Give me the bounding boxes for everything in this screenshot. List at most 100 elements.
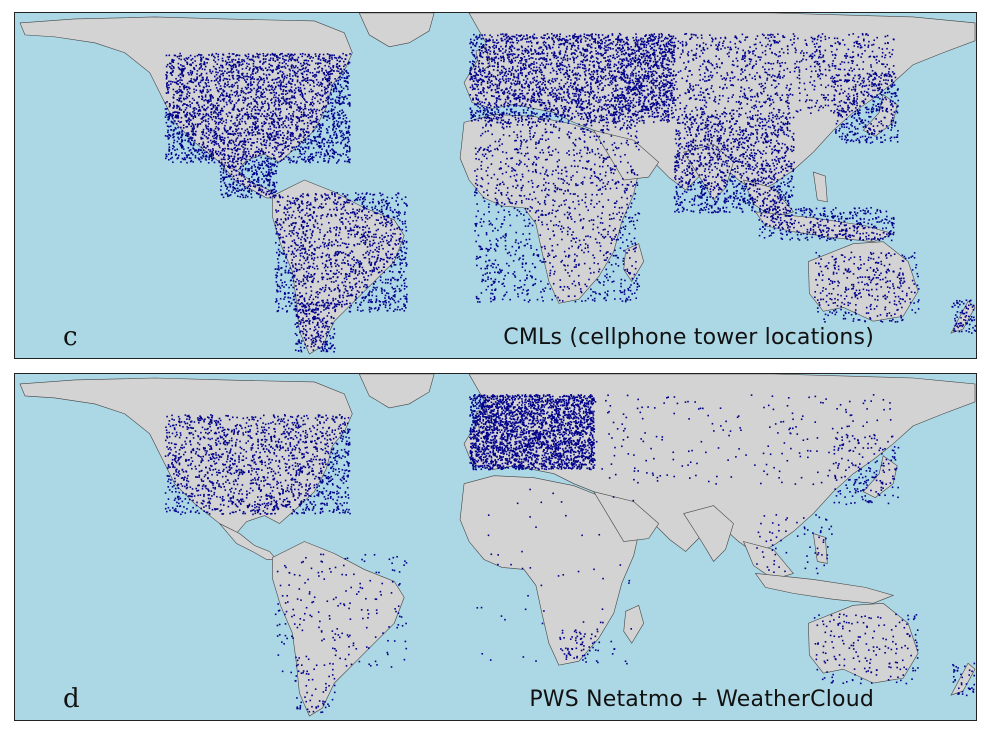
station-point [230, 68, 233, 71]
station-point [233, 155, 236, 158]
station-point [318, 145, 321, 147]
station-point [191, 114, 193, 117]
station-point [205, 127, 208, 130]
station-point [231, 116, 233, 119]
station-point [292, 298, 295, 301]
station-point [337, 300, 339, 302]
station-point [200, 58, 203, 61]
station-point [181, 91, 183, 93]
station-point [343, 80, 346, 82]
station-point [529, 81, 532, 83]
station-point [219, 69, 221, 72]
station-point [405, 265, 408, 267]
station-point [261, 189, 264, 191]
station-point [249, 138, 252, 140]
station-point [192, 61, 194, 64]
station-point [354, 283, 357, 286]
station-point [261, 125, 264, 128]
station-point [298, 137, 300, 140]
station-point [329, 208, 331, 211]
station-point [262, 69, 264, 72]
station-point [308, 90, 311, 93]
station-point [250, 110, 253, 112]
station-point [241, 68, 244, 70]
station-point [288, 103, 291, 106]
station-point [337, 99, 340, 102]
station-point [620, 106, 622, 109]
station-point [227, 136, 229, 139]
station-point [214, 116, 217, 118]
station-point [274, 55, 276, 57]
station-point [311, 140, 314, 142]
station-point [326, 315, 329, 317]
world-map-c [19, 13, 976, 355]
station-point [393, 299, 396, 302]
station-point [336, 286, 339, 289]
station-point [360, 233, 363, 236]
station-point [390, 219, 393, 222]
station-point [298, 149, 301, 151]
station-point [296, 58, 299, 61]
station-point [310, 343, 313, 345]
station-point [221, 64, 224, 67]
station-point [389, 256, 392, 259]
station-point [240, 159, 242, 162]
station-point [178, 97, 180, 100]
station-point [283, 61, 286, 63]
station-point [349, 53, 351, 55]
station-point [308, 322, 310, 324]
station-point [334, 130, 337, 133]
station-point [311, 231, 314, 233]
station-point [201, 95, 203, 98]
station-point [368, 299, 370, 301]
station-point [369, 290, 371, 293]
station-point [297, 209, 300, 212]
station-point [332, 124, 335, 127]
station-point [344, 273, 347, 276]
station-point [221, 66, 224, 68]
station-point [315, 73, 317, 76]
station-point [290, 262, 293, 264]
station-point [526, 52, 529, 55]
station-point [267, 134, 269, 136]
station-point [275, 78, 278, 80]
station-point [178, 131, 181, 133]
station-point [325, 325, 327, 327]
station-point [233, 105, 236, 107]
station-point [297, 237, 300, 239]
station-point [221, 57, 224, 60]
station-point [268, 133, 271, 136]
station-point [237, 74, 240, 77]
station-point [296, 72, 298, 75]
station-point [198, 148, 200, 151]
station-point [302, 79, 304, 82]
station-point [202, 76, 204, 79]
station-point [271, 192, 273, 195]
station-point [373, 307, 376, 310]
station-point [235, 117, 238, 119]
station-point [373, 212, 376, 214]
station-point [533, 76, 536, 79]
station-point [276, 268, 279, 270]
station-point [221, 108, 223, 110]
station-point [294, 53, 296, 56]
station-point [287, 131, 290, 134]
station-point [328, 287, 330, 289]
station-point [303, 268, 305, 270]
station-point [557, 59, 559, 62]
station-point [353, 199, 356, 202]
station-point [611, 74, 614, 77]
station-point [337, 57, 340, 59]
station-point [165, 74, 167, 76]
station-point [249, 67, 251, 69]
station-point [331, 240, 333, 243]
station-point [387, 235, 390, 237]
station-point [315, 291, 318, 294]
station-point [317, 161, 319, 163]
station-point [324, 93, 326, 95]
station-point [256, 192, 259, 195]
station-point [210, 54, 213, 57]
station-point [289, 230, 291, 232]
station-point [321, 141, 323, 144]
station-point [228, 166, 230, 169]
